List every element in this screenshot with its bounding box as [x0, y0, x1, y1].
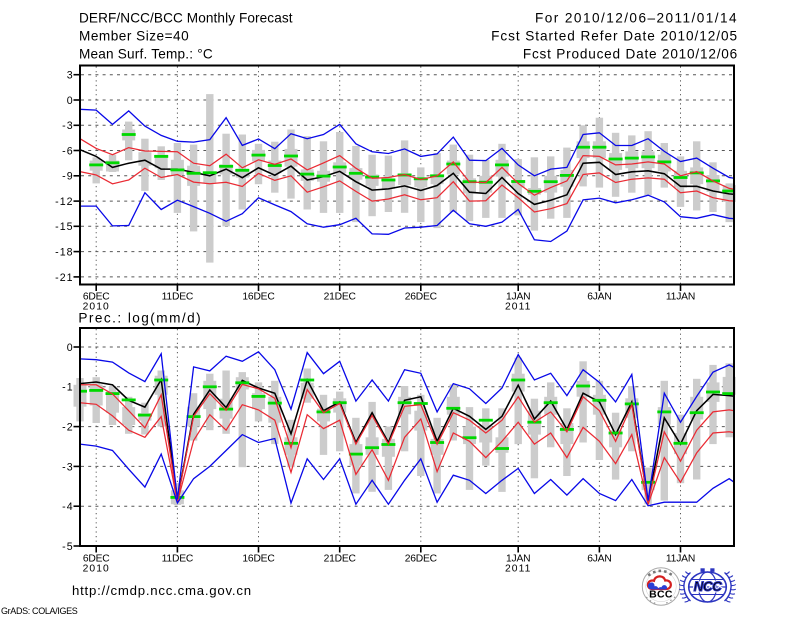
svg-text:16DEC: 16DEC: [242, 554, 275, 565]
svg-text:NCC: NCC: [694, 579, 722, 594]
svg-text:Member Size=40: Member Size=40: [79, 29, 189, 44]
svg-text:2011: 2011: [505, 563, 531, 574]
svg-text:0: 0: [67, 95, 74, 107]
svg-text:3: 3: [67, 70, 74, 82]
svg-text:21DEC: 21DEC: [324, 554, 357, 565]
svg-text:For 2010/12/06–2011/01/14: For 2010/12/06–2011/01/14: [535, 11, 738, 26]
svg-text:DERF/NCC/BCC Monthly Forecast: DERF/NCC/BCC Monthly Forecast: [79, 11, 293, 26]
svg-text:-3: -3: [62, 120, 74, 132]
svg-text:2010: 2010: [83, 301, 110, 312]
svg-text:11DEC: 11DEC: [162, 554, 194, 565]
svg-text:-4: -4: [62, 501, 74, 513]
svg-text:6JAN: 6JAN: [587, 554, 611, 565]
svg-text:26DEC: 26DEC: [405, 292, 438, 303]
svg-text:6DEC: 6DEC: [83, 554, 110, 565]
svg-text:1JAN: 1JAN: [506, 554, 530, 565]
svg-text:2011: 2011: [505, 301, 531, 312]
svg-text:21DEC: 21DEC: [324, 292, 357, 303]
svg-text:-21: -21: [55, 272, 74, 284]
svg-text:-1: -1: [62, 382, 74, 394]
svg-text:Prec.: log(mm/d): Prec.: log(mm/d): [78, 311, 202, 326]
svg-text:BCC: BCC: [649, 589, 673, 601]
svg-text:2010: 2010: [83, 563, 110, 574]
svg-text:GrADS: COLA/IGES: GrADS: COLA/IGES: [1, 606, 78, 616]
svg-text:0: 0: [67, 342, 74, 354]
svg-text:-12: -12: [55, 196, 74, 208]
svg-text:-3: -3: [62, 461, 74, 473]
svg-text:1JAN: 1JAN: [506, 292, 530, 303]
svg-text:-2: -2: [62, 422, 74, 434]
svg-text:http://cmdp.ncc.cma.gov.cn: http://cmdp.ncc.cma.gov.cn: [72, 583, 252, 598]
svg-text:16DEC: 16DEC: [242, 292, 275, 303]
svg-text:Fcst Produced Date 2010/12/06: Fcst Produced Date 2010/12/06: [523, 47, 738, 62]
svg-text:NCC: NCC: [694, 579, 722, 594]
svg-text:-9: -9: [62, 171, 74, 183]
svg-text:-15: -15: [55, 221, 74, 233]
svg-text:11JAN: 11JAN: [666, 292, 695, 303]
svg-text:-18: -18: [55, 247, 74, 259]
svg-text:11JAN: 11JAN: [666, 554, 695, 565]
svg-text:11DEC: 11DEC: [162, 292, 194, 303]
svg-text:26DEC: 26DEC: [405, 554, 438, 565]
svg-text:Mean Surf. Temp.: °C: Mean Surf. Temp.: °C: [79, 47, 213, 62]
svg-text:-5: -5: [62, 541, 74, 553]
svg-text:Fcst Started Refer Date 2010/1: Fcst Started Refer Date 2010/12/05: [491, 29, 738, 44]
svg-text:-6: -6: [62, 145, 74, 157]
svg-text:6DEC: 6DEC: [83, 292, 110, 303]
svg-text:6JAN: 6JAN: [587, 292, 611, 303]
